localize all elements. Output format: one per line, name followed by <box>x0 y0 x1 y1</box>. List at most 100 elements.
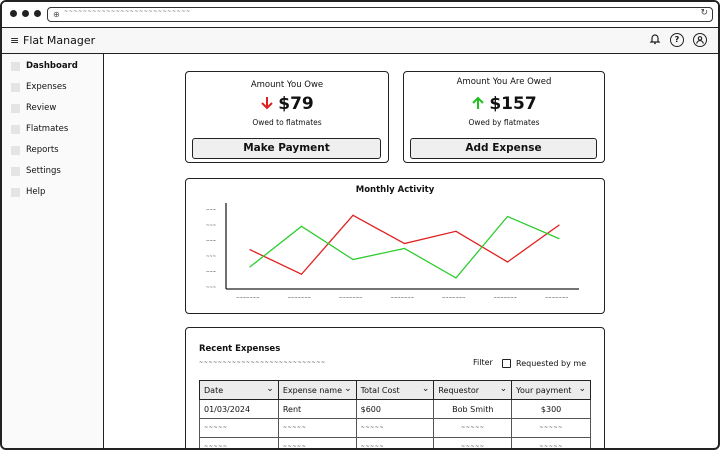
monthly-activity-chart: ~~~~~~~~~~~~~~~~~~~~~~~~~ ~~~~~~~ ~~~~~~~ ~… <box>206 203 579 300</box>
amount-owed-card: Amount You Are Owed $157 Owed by flatmat… <box>403 71 605 163</box>
sidebar-item-icon <box>11 124 20 134</box>
x-tick-label: ~~~~~~~ <box>236 295 259 300</box>
cell-your-payment: $300 <box>511 399 591 419</box>
sidebar-item-review[interactable]: Review <box>11 102 56 114</box>
chevron-down-icon[interactable]: ⌄ <box>499 384 508 394</box>
address-text: ~~~~~~~~~~~~~~~~~~~~~~~~~~~ <box>64 9 191 15</box>
x-tick-label: ~~~~~~~ <box>391 295 414 300</box>
help-icon[interactable]: ? <box>670 33 684 47</box>
sidebar-item-icon <box>11 61 20 71</box>
sidebar-item-icon <box>11 166 20 176</box>
make-payment-button[interactable]: Make Payment <box>192 138 381 159</box>
lock-icon: ⊕ <box>53 10 60 19</box>
cell-date: 01/03/2024 <box>199 399 279 419</box>
column-header-total-cost[interactable]: Total Cost ⌄ <box>355 380 435 400</box>
data-point <box>455 230 457 232</box>
cell-requestor: ~~~~~ <box>433 437 513 448</box>
data-point <box>506 261 509 263</box>
recent-expenses-title: Recent Expenses <box>199 344 281 354</box>
sidebar-item-label: Flatmates <box>26 124 69 134</box>
window-dot-maximize[interactable] <box>34 10 41 17</box>
arrow-up-icon <box>471 95 485 114</box>
card-title: Amount You Owe <box>250 80 324 90</box>
column-header-label: Requestor <box>438 385 480 395</box>
browser-toolbar: ⊕ ~~~~~~~~~~~~~~~~~~~~~~~~~~~ ↻ <box>2 2 718 28</box>
chevron-down-icon[interactable]: ⌄ <box>266 384 274 394</box>
sidebar-item-label: Help <box>26 187 46 197</box>
y-tick-label: ~~~ <box>206 207 216 212</box>
y-tick-label: ~~~ <box>206 269 216 274</box>
column-header-date[interactable]: Date ⌄ <box>199 380 279 400</box>
amount-owe-card: Amount You Owe $79 Owed to flatmates Mak… <box>185 71 389 163</box>
data-point <box>300 225 303 227</box>
y-tick-label: ~~~ <box>206 285 216 290</box>
column-header-requestor[interactable]: Requestor ⌄ <box>433 380 513 400</box>
sidebar-item-label: Dashboard <box>26 61 78 71</box>
x-tick-label: ~~~~~~~ <box>442 295 465 300</box>
data-point <box>300 273 303 275</box>
chart-title: Monthly Activity <box>355 185 435 195</box>
recent-expenses-description: ~~~~~~~~~~~~~~~~~~~~~~~~~~~ <box>199 360 326 366</box>
sidebar-item-label: Expenses <box>26 82 67 92</box>
x-tick-label: ~~~~~~~ <box>339 295 362 300</box>
cell-your-payment: ~~~~~ <box>511 418 591 438</box>
card-subtitle: Owed by flatmates <box>468 118 540 127</box>
x-tick-label: ~~~~~~~ <box>494 295 517 300</box>
column-header-expense-name[interactable]: Expense name ⌄ <box>277 380 357 400</box>
cell-expense-name: Rent <box>277 399 357 419</box>
chevron-down-icon[interactable]: ⌄ <box>578 384 586 394</box>
chevron-down-icon[interactable]: ⌄ <box>344 384 352 394</box>
y-tick-label: ~~~ <box>206 254 216 259</box>
data-point <box>558 224 560 226</box>
cell-requestor: ~~~~~ <box>433 418 513 438</box>
sidebar-item-icon <box>11 82 20 92</box>
requested-by-me-label[interactable]: Requested by me <box>516 359 587 368</box>
data-point <box>352 258 354 261</box>
hamburger-menu-icon[interactable]: ≡ <box>10 34 20 47</box>
data-point <box>403 247 406 250</box>
bell-icon[interactable] <box>648 33 662 47</box>
window-dot-minimize[interactable] <box>22 10 29 17</box>
data-point <box>403 242 406 245</box>
app-header: ≡ Flat Manager ? <box>2 28 718 54</box>
sidebar-item-settings[interactable]: Settings <box>11 165 61 177</box>
address-bar[interactable]: ⊕ ~~~~~~~~~~~~~~~~~~~~~~~~~~~ ↻ <box>47 7 713 22</box>
user-icon[interactable] <box>693 33 707 47</box>
cell-your-payment: ~~~~~ <box>511 437 591 448</box>
card-subtitle: Owed to flatmates <box>252 118 322 127</box>
app-title: Flat Manager <box>23 34 96 47</box>
x-tick-label: ~~~~~~~ <box>545 295 568 300</box>
sidebar-item-icon <box>11 103 20 113</box>
data-point <box>249 249 251 251</box>
sidebar-item-reports[interactable]: Reports <box>11 144 59 156</box>
cell-date: ~~~~~ <box>199 437 279 448</box>
chevron-down-icon[interactable]: ⌄ <box>421 384 430 394</box>
cell-total-cost: $600 <box>355 399 435 419</box>
data-point <box>249 266 251 268</box>
column-header-label: Total Cost <box>360 385 400 395</box>
table-row[interactable]: 01/03/2024 Rent $600 Bob Smith $300 <box>199 399 591 419</box>
y-tick-label: ~~~ <box>206 238 216 243</box>
sidebar-item-expenses[interactable]: Expenses <box>11 81 67 93</box>
window-dot-close[interactable] <box>10 10 17 17</box>
cell-expense-name: ~~~~~ <box>277 418 357 438</box>
data-point <box>558 238 560 240</box>
data-point <box>455 277 457 279</box>
requested-by-me-checkbox[interactable] <box>502 359 511 368</box>
sidebar-item-dashboard[interactable]: Dashboard <box>11 60 78 72</box>
table-row[interactable]: ~~~~~ ~~~~~ ~~~~~ ~~~~~ ~~~~~ <box>199 437 591 448</box>
sidebar-item-label: Review <box>26 103 57 113</box>
cell-date: ~~~~~ <box>199 418 279 438</box>
add-expense-button[interactable]: Add Expense <box>410 138 597 159</box>
monthly-activity-card: Monthly Activity ~~~ ~~~ ~~~ ~~~ ~~~ ~~~ ~~~~~… <box>185 178 605 314</box>
column-header-your-payment[interactable]: Your payment ⌄ <box>511 380 591 400</box>
sidebar-item-help[interactable]: Help <box>11 186 45 198</box>
amount-owe-value: $79 <box>278 94 314 114</box>
column-header-label: Your payment <box>516 385 572 395</box>
sidebar-item-flatmates[interactable]: Flatmates <box>11 123 68 135</box>
arrow-down-icon <box>260 95 274 114</box>
table-row[interactable]: ~~~~~ ~~~~~ ~~~~~ ~~~~~ ~~~~~ <box>199 418 591 438</box>
reload-icon[interactable]: ↻ <box>700 8 708 18</box>
cell-expense-name: ~~~~~ <box>277 437 357 448</box>
